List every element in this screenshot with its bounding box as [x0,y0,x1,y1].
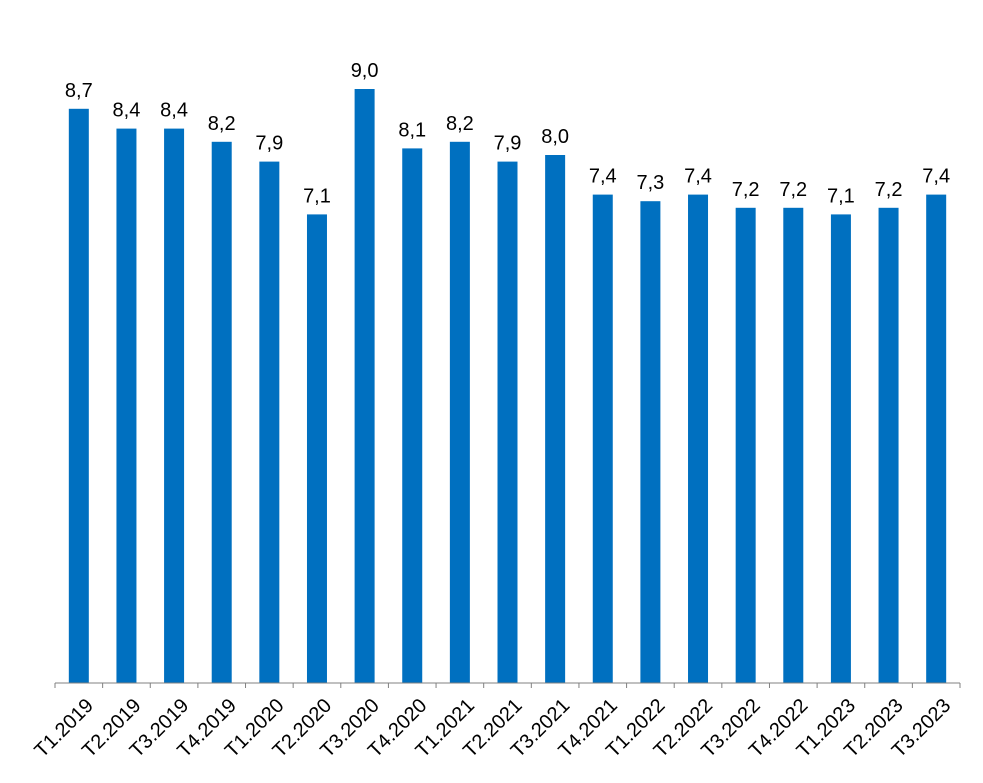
data-label-T3.2022: 7,2 [732,179,760,201]
bar-T1.2019 [68,108,89,684]
bar-T4.2020 [402,148,423,683]
data-label-T3.2021: 8,0 [541,126,569,148]
data-label-T1.2019: 8,7 [65,80,93,102]
data-label-T2.2021: 7,9 [494,133,522,155]
bar-T4.2021 [592,194,613,683]
bar-T2.2021 [497,161,518,684]
data-label-T3.2020: 9,0 [351,60,379,82]
data-label-T1.2021: 8,2 [446,113,474,135]
x-tick-label-group: T1.2019T2.2019T3.2019T4.2019T1.2020T2.20… [31,695,956,762]
data-label-T2.2020: 7,1 [303,185,331,207]
bar-T1.2023 [830,214,851,683]
x-tick-mark-group [54,683,961,688]
bar-T2.2022 [688,194,709,683]
bar-T2.2020 [306,214,327,683]
data-label-T4.2022: 7,2 [779,179,807,201]
data-label-T1.2020: 7,9 [255,133,283,155]
data-label-T2.2023: 7,2 [875,179,903,201]
data-label-T2.2019: 8,4 [113,100,141,122]
bar-T1.2021 [449,141,470,684]
bar-T4.2022 [783,207,804,684]
bar-T3.2020 [354,89,375,683]
data-label-T2.2022: 7,4 [684,166,712,188]
bar-T1.2020 [259,161,280,684]
bar-T2.2023 [878,207,899,684]
bar-T3.2022 [735,207,756,684]
data-label-T4.2019: 8,2 [208,113,236,135]
bar-T3.2019 [164,128,185,684]
data-label-T3.2019: 8,4 [160,100,188,122]
bar-group [68,89,947,684]
data-label-group: 8,7 8,4 8,4 8,2 7,9 7,1 9,0 8,1 8,2 7,9 8,0 7,4 7,3 7… [65,60,950,207]
data-label-T4.2021: 7,4 [589,166,617,188]
bar-T3.2021 [545,155,566,683]
bar-T3.2023 [926,194,947,683]
bar-T2.2019 [116,128,137,684]
data-label-T1.2023: 7,1 [827,185,855,207]
data-label-T3.2023: 7,4 [922,166,950,188]
data-label-T4.2020: 8,1 [398,119,426,141]
data-label-T1.2022: 7,3 [636,172,664,194]
bar-T4.2019 [211,141,232,684]
bar-T1.2022 [640,201,661,683]
